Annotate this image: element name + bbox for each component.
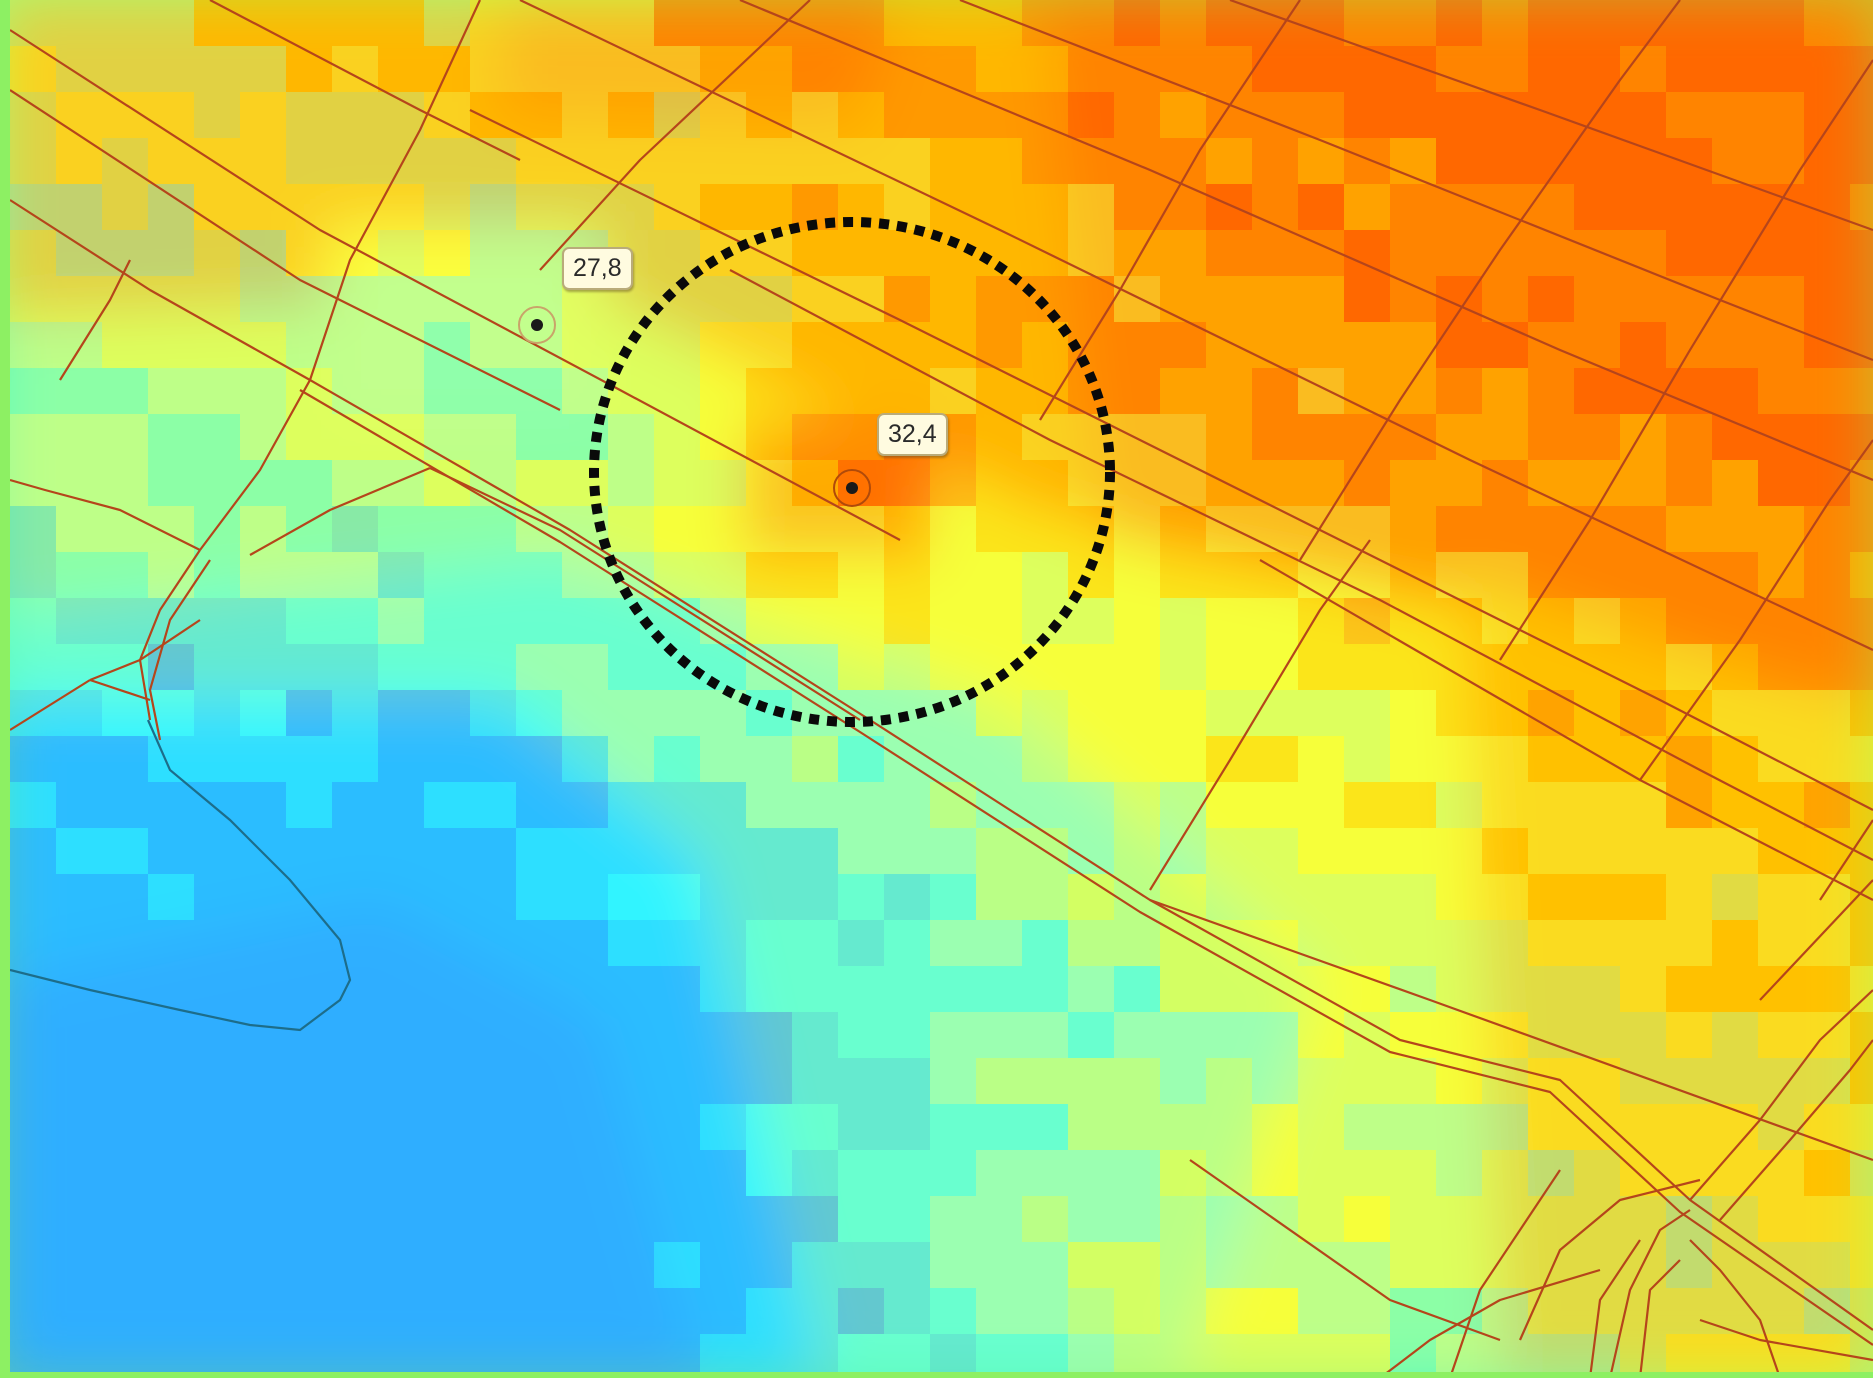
raster-pixels [10,0,1873,1372]
shoreline-lines [10,719,352,1032]
road-network [10,0,1873,1372]
point-b-marker[interactable] [833,469,871,507]
point-a-value-label: 27,8 [562,247,633,290]
point-a-marker[interactable] [518,306,556,344]
analysis-radius-circle [589,217,1115,727]
point-b-value-label: 32,4 [877,413,948,456]
